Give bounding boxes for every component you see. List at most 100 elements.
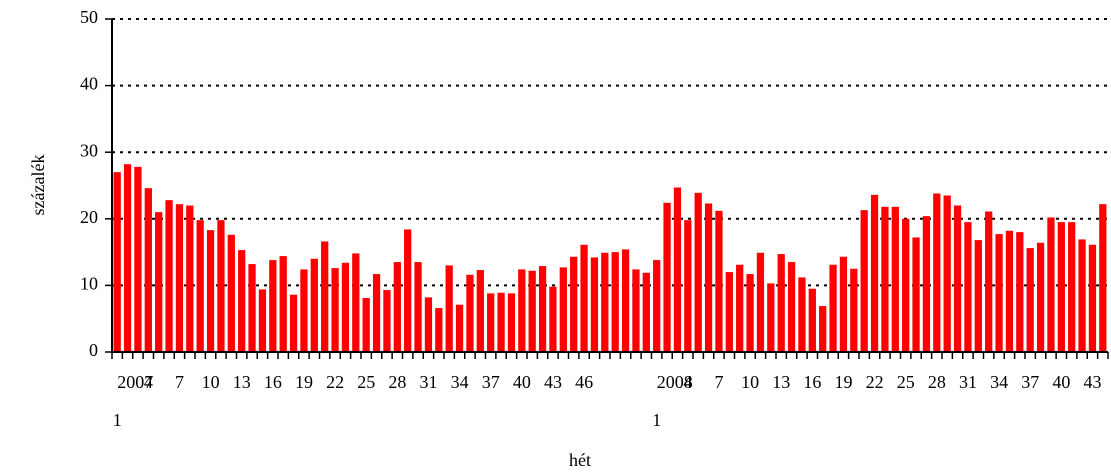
- bar: [414, 262, 422, 352]
- bar: [570, 256, 578, 352]
- bar: [933, 193, 941, 352]
- bar: [1099, 204, 1107, 352]
- x-tick-label: 46: [575, 372, 593, 392]
- x-tick-label: 7: [175, 372, 184, 392]
- bar: [134, 166, 142, 352]
- x-tick-label: 25: [357, 372, 375, 392]
- x-tick-label: 37: [482, 372, 500, 392]
- x-tick-label: 22: [326, 372, 344, 392]
- x-tick-label: 28: [928, 372, 946, 392]
- bar: [912, 237, 920, 352]
- bar: [1047, 217, 1055, 352]
- x-tick-label: 43: [544, 372, 562, 392]
- x-tick-label: 31: [419, 372, 437, 392]
- bar: [580, 244, 588, 352]
- bar: [746, 274, 754, 352]
- bar: [258, 289, 267, 352]
- bar: [144, 188, 152, 352]
- y-tick-label: 10: [80, 274, 98, 294]
- bar: [839, 256, 848, 352]
- bar: [445, 265, 453, 352]
- x-tick-label: 34: [990, 372, 1008, 392]
- bar: [819, 306, 827, 352]
- bar: [1036, 242, 1045, 352]
- bar: [902, 218, 910, 352]
- bar: [756, 252, 765, 352]
- bar: [673, 187, 682, 352]
- x-tick-label: 13: [233, 372, 251, 392]
- bar: [424, 297, 433, 352]
- bar: [227, 234, 235, 352]
- x-tick-label: 37: [1021, 372, 1039, 392]
- bar: [155, 212, 163, 352]
- bar: [1068, 222, 1076, 352]
- x-tick-label: 4: [144, 372, 153, 392]
- bar: [704, 203, 713, 352]
- bar: [559, 267, 567, 352]
- bar: [808, 288, 816, 352]
- bar: [217, 220, 225, 352]
- bar: [621, 249, 630, 352]
- bar: [850, 268, 858, 352]
- x-axis-label: hét: [569, 450, 591, 470]
- y-tick-label: 0: [89, 340, 98, 360]
- x-tick-label: 28: [388, 372, 406, 392]
- bar: [279, 256, 287, 352]
- bar: [300, 269, 308, 352]
- bar: [798, 277, 806, 352]
- bar: [362, 298, 370, 352]
- bar: [341, 262, 350, 352]
- x-tick-label: 4: [683, 372, 692, 392]
- bar: [123, 164, 132, 352]
- x-tick-label-line: 2008: [657, 372, 693, 392]
- y-axis-label: százalék: [28, 155, 48, 216]
- bar: [995, 234, 1003, 352]
- bar: [372, 274, 381, 352]
- bar: [860, 210, 868, 352]
- x-tick-label: 16: [803, 372, 821, 392]
- y-tick-label: 30: [80, 140, 98, 160]
- bar: [1057, 222, 1065, 352]
- bar: [891, 206, 899, 352]
- bar: [206, 230, 215, 352]
- bar: [787, 262, 796, 352]
- bar: [238, 250, 246, 352]
- bar: [289, 294, 298, 352]
- bar: [269, 260, 277, 352]
- bar: [507, 293, 516, 352]
- bar: [601, 252, 609, 352]
- y-tick-label: 20: [80, 207, 98, 227]
- x-tick-label: 2007 1: [113, 372, 154, 430]
- bar: [943, 195, 951, 352]
- x-tick-label: 10: [741, 372, 759, 392]
- bar: [1088, 244, 1097, 352]
- x-tick-label: 43: [1083, 372, 1101, 392]
- bar: [196, 220, 204, 352]
- bar: [1078, 239, 1086, 352]
- bar: [632, 269, 640, 352]
- bar: [528, 270, 536, 352]
- x-tick-label: 40: [1052, 372, 1070, 392]
- bar: [393, 262, 401, 352]
- bar: [310, 258, 318, 352]
- bar: [549, 286, 557, 352]
- x-tick-label: 19: [834, 372, 852, 392]
- x-tick-label-line: 1: [113, 410, 122, 430]
- bar: [881, 206, 889, 352]
- x-tick-label-line: 2007: [117, 372, 153, 392]
- bar: [922, 216, 931, 352]
- x-tick-label: 31: [959, 372, 977, 392]
- x-tick-label: 34: [451, 372, 469, 392]
- bar: [113, 172, 121, 352]
- bar: [870, 194, 879, 352]
- x-tick-label: 40: [513, 372, 531, 392]
- bar: [466, 274, 474, 352]
- bar: [767, 283, 775, 352]
- bar: [1016, 232, 1024, 352]
- x-tick-label: 7: [714, 372, 723, 392]
- bar: [953, 205, 962, 352]
- bar: [321, 241, 329, 352]
- x-tick-label-line: 1: [652, 410, 661, 430]
- bar: [725, 272, 733, 352]
